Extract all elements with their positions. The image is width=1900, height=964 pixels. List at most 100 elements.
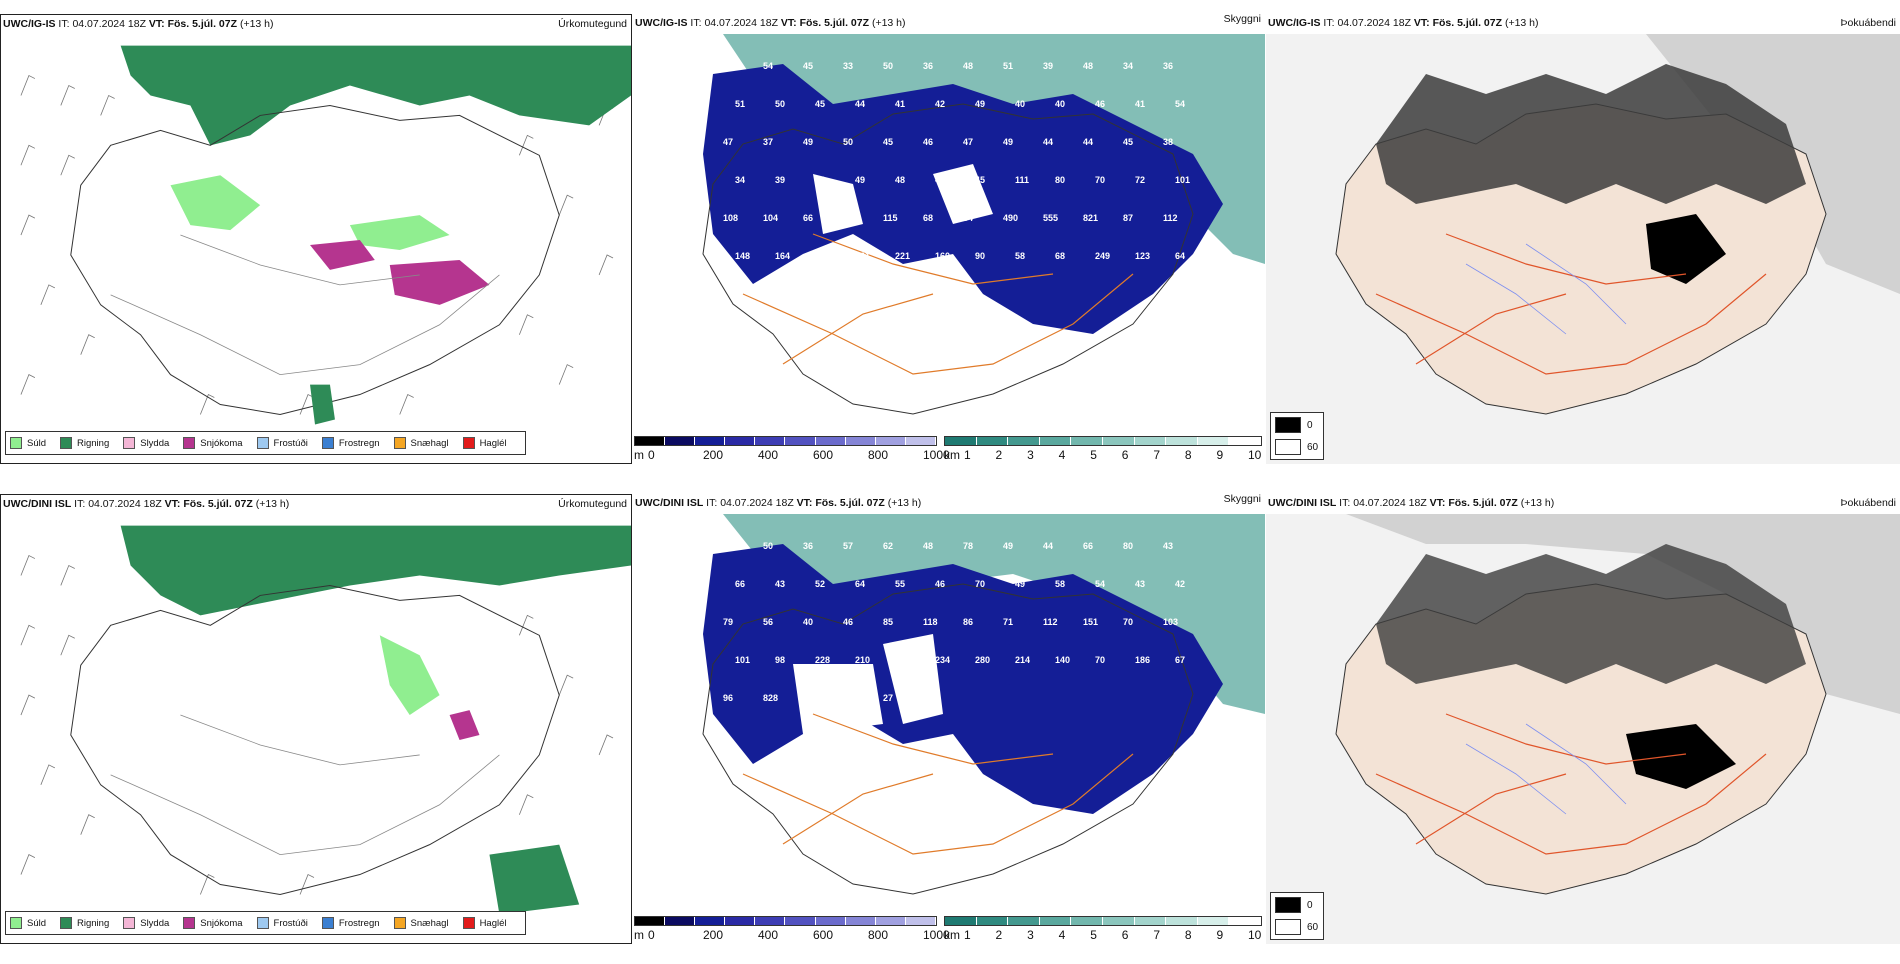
cloudbase-value: 48 bbox=[963, 61, 973, 71]
cloudbase-value: 43 bbox=[775, 579, 785, 589]
cloudbase-value: 228 bbox=[895, 655, 910, 665]
legend-item-snow-pellets: Snæhagl bbox=[393, 437, 449, 449]
colorbar-tick: 7 bbox=[1153, 448, 1161, 462]
panel-header: UWC/DINI ISL IT: 04.07.2024 18Z VT: Fös.… bbox=[635, 493, 1261, 509]
island-outline bbox=[702, 103, 1194, 415]
fog-map bbox=[1266, 514, 1900, 944]
colorbar-segment bbox=[905, 917, 936, 925]
snow-area bbox=[449, 710, 480, 740]
panel-title: Úrkomutegund bbox=[558, 18, 627, 30]
cloudbase-value: 49 bbox=[975, 99, 985, 109]
colorbar-tick: 1000 bbox=[923, 928, 950, 942]
cloudbase-value: 108 bbox=[723, 213, 738, 223]
panel-title: Þokuábendi bbox=[1840, 497, 1896, 509]
cloudbase-value: 70 bbox=[1095, 175, 1105, 185]
cloudbase-value: 101 bbox=[735, 655, 750, 665]
model-name: UWC/IG-IS bbox=[635, 17, 688, 29]
precip-legend: Súld Rigning Slydda Snjókoma Frostúði Fr… bbox=[5, 431, 526, 455]
colorbar-tick: 600 bbox=[813, 448, 834, 462]
cloudbase-value: 39 bbox=[1043, 61, 1053, 71]
colorbar-tick: 200 bbox=[703, 928, 724, 942]
colorbar-segment bbox=[635, 917, 666, 925]
fog-black-spot bbox=[1646, 214, 1726, 284]
cloudbase-value: 50 bbox=[775, 99, 785, 109]
cloudbase-value: 27 bbox=[883, 693, 893, 703]
rain-area-2 bbox=[489, 844, 580, 915]
cloudbase-value: 45 bbox=[815, 99, 825, 109]
fog-black-spot bbox=[1626, 724, 1736, 789]
cloudbase-value: 112 bbox=[1163, 213, 1178, 223]
cloud-map: 54 54 45 33 50 36 48 51 39 48 34 36 51 50 45 44 41 42 49 40… bbox=[702, 34, 1265, 415]
river-lines bbox=[1465, 243, 1627, 335]
drizzle-area bbox=[379, 635, 440, 716]
cloudbase-value: 70 bbox=[1095, 655, 1105, 665]
cloudbase-value: 39 bbox=[775, 175, 785, 185]
legend-item-snow-pellets: Snæhagl bbox=[393, 917, 449, 929]
model-name: UWC/DINI ISL bbox=[3, 498, 72, 510]
island-outline bbox=[702, 583, 1194, 895]
cloudbase-value: 67 bbox=[1175, 655, 1185, 665]
panel-title: Skyggni bbox=[1223, 493, 1261, 505]
cloudbase-value: 115 bbox=[883, 213, 898, 223]
legend-item-freezing-rain: Frostregn bbox=[321, 437, 380, 449]
cloudbase-value: 140 bbox=[1055, 655, 1070, 665]
legend-item-hail: Haglél bbox=[462, 437, 507, 449]
colorbar-tick: 6 bbox=[1121, 448, 1129, 462]
colorbar-segment bbox=[1071, 437, 1103, 445]
road-lines bbox=[742, 233, 1134, 375]
colorbar-tick: 7 bbox=[1153, 928, 1161, 942]
cloudbase-value: 214 bbox=[1015, 655, 1030, 665]
cloudbase-value: 249 bbox=[1095, 251, 1110, 261]
cloudbase-value: 49 bbox=[855, 175, 865, 185]
cloudbase-value: 38 bbox=[1163, 137, 1173, 147]
colorbar-tick: 400 bbox=[758, 448, 779, 462]
cloudbase-value: 210 bbox=[855, 655, 870, 665]
colorbar-tick: 2 bbox=[995, 928, 1003, 942]
cloudbase-value: 87 bbox=[1123, 213, 1133, 223]
cloudbase-value: 49 bbox=[1015, 579, 1025, 589]
cloudbase-value: 34 bbox=[1123, 61, 1133, 71]
cloudbase-value: 57 bbox=[723, 541, 733, 551]
cloudbase-value: 62 bbox=[883, 541, 893, 551]
it-value: 04.07.2024 18Z bbox=[72, 18, 146, 30]
road-lines bbox=[110, 714, 500, 856]
colorbar-segment bbox=[1229, 437, 1261, 445]
cloudbase-value: 54 bbox=[1095, 579, 1105, 589]
colorbar-tick: 4 bbox=[1058, 448, 1066, 462]
cloudbase-value: 36 bbox=[923, 61, 933, 71]
visibility-colorbar-bottom: 1 2 3 4 5 6 7 8 9 10 km bbox=[944, 916, 1262, 944]
legend-item-snow: Snjókoma bbox=[183, 917, 243, 929]
cloudbase-value: 58 bbox=[1055, 579, 1065, 589]
colorbar-tick: 10 bbox=[1248, 928, 1262, 942]
panel-header: UWC/IG-IS IT: 04.07.2024 18Z VT: Fös. 5.… bbox=[1268, 17, 1896, 29]
cloudbase-value: 41 bbox=[1135, 99, 1145, 109]
cloud-numbers: 54 54 45 33 50 36 48 51 39 48 34 36 51 50 45 44 41 42 49 40… bbox=[723, 61, 1190, 261]
cloudbase-value: 70 bbox=[975, 579, 985, 589]
cloudbase-value: 555 bbox=[1043, 213, 1058, 223]
cloudbase-value: 40 bbox=[1055, 99, 1065, 109]
colorbar-tick: 1000 bbox=[923, 448, 950, 462]
cloudbase-value: 49 bbox=[1003, 541, 1013, 551]
colorbar-tick: 8 bbox=[1184, 448, 1192, 462]
cloudbase-value: 433 bbox=[803, 693, 818, 703]
cloudbase-value: 88 bbox=[815, 175, 825, 185]
cloudbase-value: 90 bbox=[975, 251, 985, 261]
model-name: UWC/IG-IS bbox=[3, 18, 56, 30]
road-lines bbox=[742, 713, 1134, 855]
colorbar-tick: 5 bbox=[1090, 448, 1097, 462]
colorbar-tick: 3 bbox=[1027, 928, 1034, 942]
colorbar-tick: 2 bbox=[995, 448, 1003, 462]
cloudbase-value: 49 bbox=[935, 175, 945, 185]
rain-area-3 bbox=[310, 384, 335, 425]
colorbar-segment bbox=[1039, 437, 1072, 445]
cloudbase-value: 111 bbox=[1015, 175, 1029, 185]
colorbar-segment bbox=[725, 437, 756, 445]
cloudbase-value: 490 bbox=[1003, 213, 1018, 223]
colorbar-tick: 8 bbox=[1184, 928, 1192, 942]
cloudbase-value: 78 bbox=[963, 541, 973, 551]
cloud-panel: UWC/IG-IS IT: 04.07.2024 18Z VT: Fös. 5.… bbox=[633, 13, 1265, 464]
cloudbase-value: 52 bbox=[815, 579, 825, 589]
fog-panel: UWC/IG-IS IT: 04.07.2024 18Z VT: Fös. 5.… bbox=[1266, 14, 1900, 464]
cloudbase-value: 49 bbox=[803, 137, 813, 147]
cloudbase-value: 64 bbox=[855, 579, 865, 589]
